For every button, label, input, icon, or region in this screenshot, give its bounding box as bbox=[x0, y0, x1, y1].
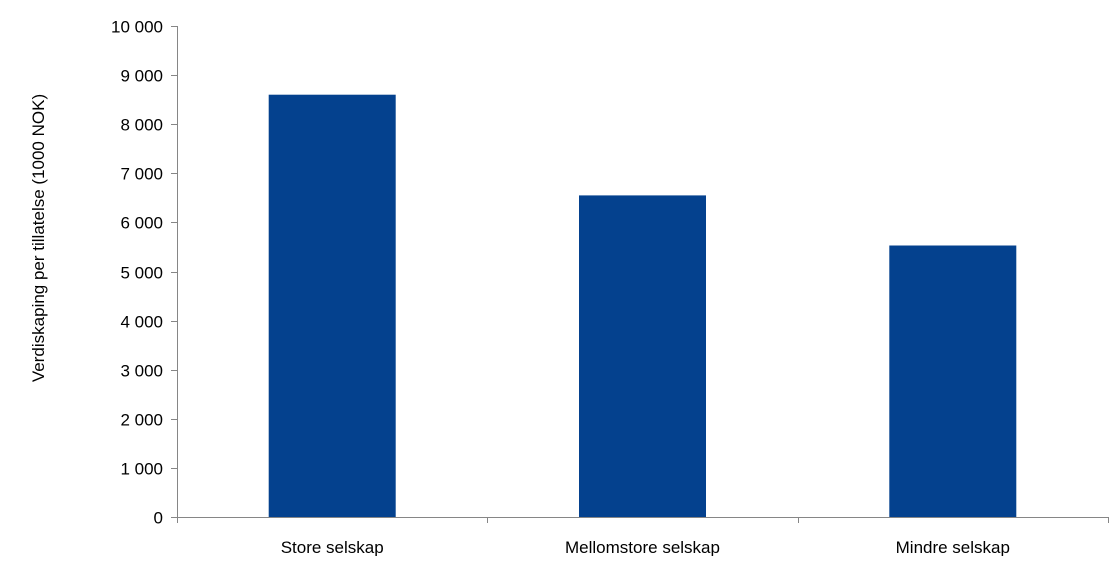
axes-layer bbox=[171, 26, 1109, 523]
y-tick-label: 10 000 bbox=[111, 18, 163, 37]
x-tick-label: Mellomstore selskap bbox=[565, 538, 720, 556]
y-tick-label: 5 000 bbox=[120, 264, 163, 283]
bars-layer bbox=[268, 94, 1017, 517]
y-tick-label: 7 000 bbox=[120, 165, 163, 184]
x-tick-label: Mindre selskap bbox=[896, 538, 1010, 556]
bar bbox=[579, 195, 706, 517]
bar bbox=[268, 94, 396, 517]
y-tick-label: 4 000 bbox=[120, 313, 163, 332]
y-tick-label: 9 000 bbox=[120, 67, 163, 86]
x-tick-label: Store selskap bbox=[281, 538, 384, 556]
y-axis-title: Verdiskaping per tillatelse (1000 NOK) bbox=[29, 94, 48, 382]
y-tick-label: 6 000 bbox=[120, 214, 163, 233]
y-tick-label: 8 000 bbox=[120, 116, 163, 135]
y-tick-label: 1 000 bbox=[120, 460, 163, 479]
y-tick-label: 0 bbox=[154, 509, 163, 528]
labels-layer: 0 1 000 2 000 3 000 4 000 5 000 6 000 7 000 8 00… bbox=[111, 18, 1010, 558]
y-tick-label: 2 000 bbox=[120, 411, 163, 430]
bar bbox=[889, 245, 1017, 517]
y-tick-label: 3 000 bbox=[120, 362, 163, 381]
